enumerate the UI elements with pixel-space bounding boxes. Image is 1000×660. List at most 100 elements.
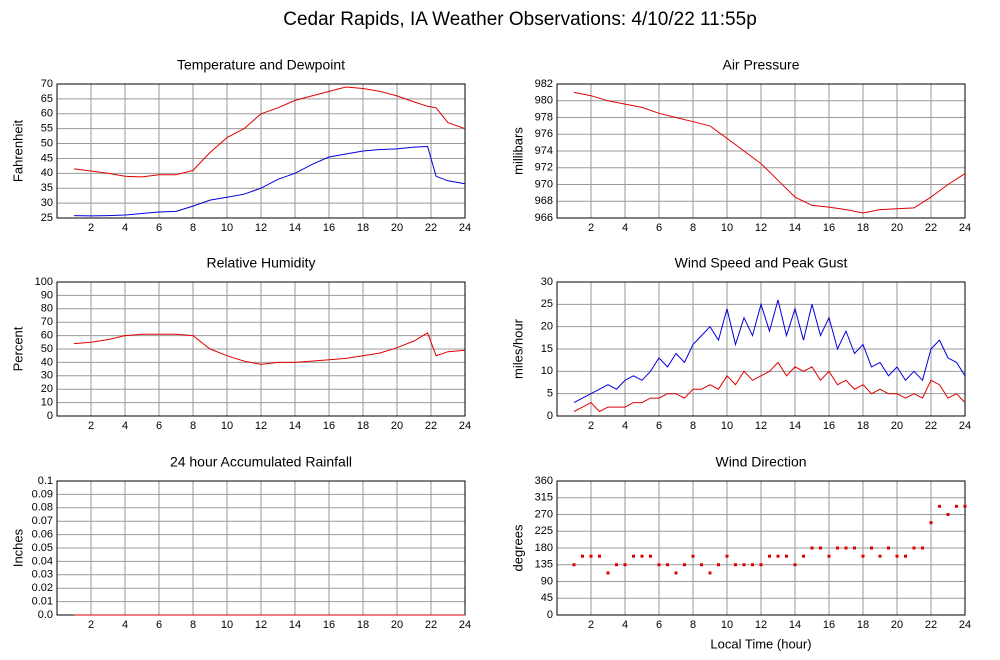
- y-tick-label: 60: [41, 330, 53, 342]
- data-point: [589, 554, 593, 558]
- panel-title: Relative Humidity: [207, 255, 316, 271]
- data-point: [572, 563, 576, 567]
- data-point: [904, 554, 907, 558]
- y-tick-label: 976: [535, 128, 553, 140]
- x-tick-label: 12: [255, 619, 267, 631]
- y-tick-label: 35: [41, 182, 53, 194]
- x-tick-label: 2: [588, 420, 594, 432]
- plot-frame: [56, 83, 466, 219]
- panel-title: Temperature and Dewpoint: [177, 57, 345, 73]
- x-tick-label: 14: [789, 619, 801, 631]
- y-tick-label: 974: [535, 145, 553, 157]
- y-tick-label: 0: [47, 410, 53, 422]
- x-tick-label: 6: [656, 420, 662, 432]
- plot-frame: [556, 83, 966, 219]
- series-line: [573, 91, 966, 214]
- plot-frame: [556, 480, 966, 616]
- y-tick-label: 0.04: [32, 555, 53, 567]
- x-tick-label: 10: [221, 420, 233, 432]
- panel-title: Wind Direction: [715, 454, 806, 470]
- data-point: [938, 504, 941, 508]
- y-axis-label: Percent: [10, 326, 25, 371]
- y-tick-label: 980: [535, 95, 553, 107]
- x-tick-label: 22: [425, 619, 437, 631]
- x-tick-label: 24: [459, 619, 471, 631]
- x-tick-label: 20: [891, 222, 903, 234]
- x-tick-label: 8: [190, 619, 196, 631]
- y-tick-label: 15: [541, 343, 553, 355]
- y-tick-label: 360: [535, 475, 553, 487]
- y-tick-label: 30: [41, 370, 53, 382]
- x-tick-label: 8: [190, 420, 196, 432]
- x-tick-label: 20: [891, 619, 903, 631]
- x-tick-label: 14: [289, 420, 301, 432]
- y-tick-label: 40: [41, 356, 53, 368]
- y-tick-label: 0.1: [38, 475, 53, 487]
- x-tick-label: 22: [425, 222, 437, 234]
- data-point: [751, 563, 754, 567]
- x-tick-label: 24: [959, 222, 971, 234]
- y-tick-label: 978: [535, 111, 553, 123]
- data-point: [734, 563, 737, 567]
- x-tick-label: 6: [156, 420, 162, 432]
- x-tick-label: 14: [289, 619, 301, 631]
- y-tick-label: 982: [535, 78, 553, 90]
- y-tick-label: 60: [41, 108, 53, 120]
- data-point: [674, 571, 678, 575]
- data-point: [895, 554, 899, 558]
- data-point: [955, 504, 958, 508]
- x-tick-label: 22: [925, 619, 937, 631]
- data-point: [946, 513, 950, 516]
- x-tick-label: 4: [622, 619, 628, 631]
- data-point: [819, 546, 822, 550]
- x-tick-label: 6: [656, 222, 662, 234]
- x-tick-label: 2: [588, 619, 594, 631]
- series-line: [73, 86, 466, 178]
- x-tick-label: 16: [323, 222, 335, 234]
- x-tick-label: 8: [690, 222, 696, 234]
- y-tick-label: 40: [41, 167, 53, 179]
- y-tick-label: 70: [41, 316, 53, 328]
- x-tick-label: 18: [857, 420, 869, 432]
- data-point: [853, 546, 856, 550]
- y-tick-label: 0: [547, 410, 553, 422]
- x-tick-label: 22: [925, 222, 937, 234]
- data-point: [912, 546, 916, 550]
- x-tick-label: 16: [323, 619, 335, 631]
- x-tick-label: 24: [959, 619, 971, 631]
- y-tick-label: 0.05: [32, 542, 53, 554]
- data-point: [793, 563, 797, 567]
- series-line: [73, 145, 466, 217]
- x-tick-label: 12: [755, 619, 767, 631]
- y-tick-label: 10: [41, 397, 53, 409]
- y-tick-label: 50: [41, 343, 53, 355]
- x-tick-label: 2: [88, 619, 94, 631]
- y-tick-label: 70: [41, 78, 53, 90]
- data-point: [929, 521, 933, 525]
- x-tick-label: 12: [255, 222, 267, 234]
- x-tick-label: 20: [391, 420, 403, 432]
- data-point: [691, 554, 695, 558]
- data-point: [810, 546, 814, 550]
- y-tick-label: 90: [41, 289, 53, 301]
- x-tick-label: 8: [690, 619, 696, 631]
- x-tick-label: 16: [823, 420, 835, 432]
- x-tick-label: 16: [823, 619, 835, 631]
- x-tick-label: 22: [425, 420, 437, 432]
- series-line: [573, 299, 966, 404]
- y-tick-label: 10: [541, 365, 553, 377]
- x-tick-label: 10: [721, 619, 733, 631]
- data-point: [640, 554, 644, 558]
- x-tick-label: 8: [190, 222, 196, 234]
- data-point: [861, 554, 865, 558]
- x-tick-label: 12: [755, 420, 767, 432]
- x-tick-label: 16: [823, 222, 835, 234]
- y-tick-label: 0.07: [32, 515, 53, 527]
- x-tick-label: 8: [690, 420, 696, 432]
- data-point: [598, 554, 601, 558]
- y-tick-label: 315: [535, 492, 553, 504]
- data-point: [649, 554, 652, 558]
- y-tick-label: 25: [541, 298, 553, 310]
- y-tick-label: 55: [41, 123, 53, 135]
